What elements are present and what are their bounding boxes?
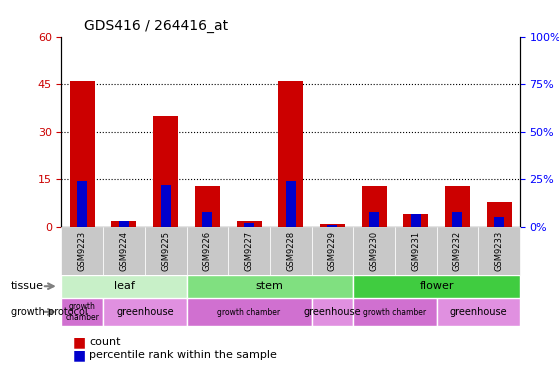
FancyBboxPatch shape [145, 227, 187, 274]
FancyBboxPatch shape [228, 227, 270, 274]
Text: greenhouse: greenhouse [449, 307, 507, 317]
Text: GSM9228: GSM9228 [286, 231, 295, 271]
FancyBboxPatch shape [187, 227, 228, 274]
FancyBboxPatch shape [270, 227, 311, 274]
Text: GSM9232: GSM9232 [453, 231, 462, 271]
FancyBboxPatch shape [311, 298, 353, 326]
FancyBboxPatch shape [61, 274, 187, 298]
FancyBboxPatch shape [478, 227, 520, 274]
Bar [195, 186, 220, 227]
Bar [77, 181, 87, 227]
Bar [244, 223, 254, 227]
Bar [452, 212, 462, 227]
Text: ■: ■ [73, 335, 86, 349]
Text: ■: ■ [73, 348, 86, 362]
Bar [111, 221, 136, 227]
Bar [202, 212, 212, 227]
FancyBboxPatch shape [395, 227, 437, 274]
FancyBboxPatch shape [103, 227, 145, 274]
Bar [278, 81, 303, 227]
Text: flower: flower [419, 281, 454, 291]
Bar [411, 214, 421, 227]
Bar [153, 116, 178, 227]
Text: greenhouse: greenhouse [116, 307, 174, 317]
FancyBboxPatch shape [353, 298, 437, 326]
Text: GSM9225: GSM9225 [161, 231, 170, 271]
Bar [494, 217, 504, 227]
Text: GSM9226: GSM9226 [203, 231, 212, 271]
FancyBboxPatch shape [311, 227, 353, 274]
Text: GSM9227: GSM9227 [244, 231, 254, 271]
Bar [119, 221, 129, 227]
Text: GSM9230: GSM9230 [369, 231, 378, 271]
FancyBboxPatch shape [103, 298, 187, 326]
Bar [320, 224, 345, 227]
Text: percentile rank within the sample: percentile rank within the sample [89, 350, 277, 360]
FancyBboxPatch shape [437, 298, 520, 326]
Bar [445, 186, 470, 227]
Text: growth chamber: growth chamber [217, 307, 281, 317]
FancyBboxPatch shape [187, 298, 311, 326]
Text: stem: stem [256, 281, 284, 291]
Text: leaf: leaf [113, 281, 134, 291]
Text: GSM9224: GSM9224 [120, 231, 129, 271]
Text: GSM9223: GSM9223 [78, 231, 87, 271]
Bar [286, 181, 296, 227]
FancyBboxPatch shape [353, 274, 520, 298]
Text: GSM9229: GSM9229 [328, 231, 337, 271]
Text: GSM9233: GSM9233 [495, 231, 504, 271]
Text: GSM9231: GSM9231 [411, 231, 420, 271]
FancyBboxPatch shape [61, 227, 103, 274]
Bar [70, 81, 95, 227]
FancyBboxPatch shape [187, 274, 353, 298]
Text: growth protocol: growth protocol [11, 307, 88, 317]
Text: tissue: tissue [11, 281, 44, 291]
FancyBboxPatch shape [61, 298, 103, 326]
Bar [160, 185, 170, 227]
Bar [403, 214, 428, 227]
Bar [486, 202, 511, 227]
Text: GDS416 / 264416_at: GDS416 / 264416_at [84, 19, 229, 33]
FancyBboxPatch shape [353, 227, 395, 274]
Bar [328, 225, 337, 227]
Bar [362, 186, 386, 227]
Text: growth chamber: growth chamber [363, 307, 427, 317]
FancyBboxPatch shape [437, 227, 478, 274]
Text: count: count [89, 337, 121, 347]
Text: greenhouse: greenhouse [304, 307, 361, 317]
Bar [236, 221, 262, 227]
Bar [369, 212, 379, 227]
Text: growth
chamber: growth chamber [65, 302, 100, 322]
